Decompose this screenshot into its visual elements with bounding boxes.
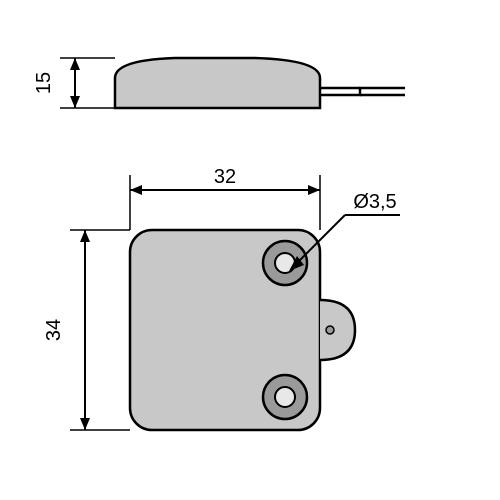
dimension-width-32: 32	[130, 166, 320, 230]
technical-drawing: 15 32 34 Ø3,5	[0, 0, 500, 500]
dimension-depth-34: 34	[43, 230, 130, 430]
dim-label-15: 15	[33, 72, 55, 94]
dimension-height-15: 15	[33, 58, 115, 108]
dim-label-diameter: Ø3,5	[353, 191, 396, 213]
dim-label-34: 34	[43, 319, 65, 341]
dim-label-32: 32	[214, 166, 236, 188]
side-view	[115, 58, 405, 108]
top-view	[130, 230, 355, 430]
